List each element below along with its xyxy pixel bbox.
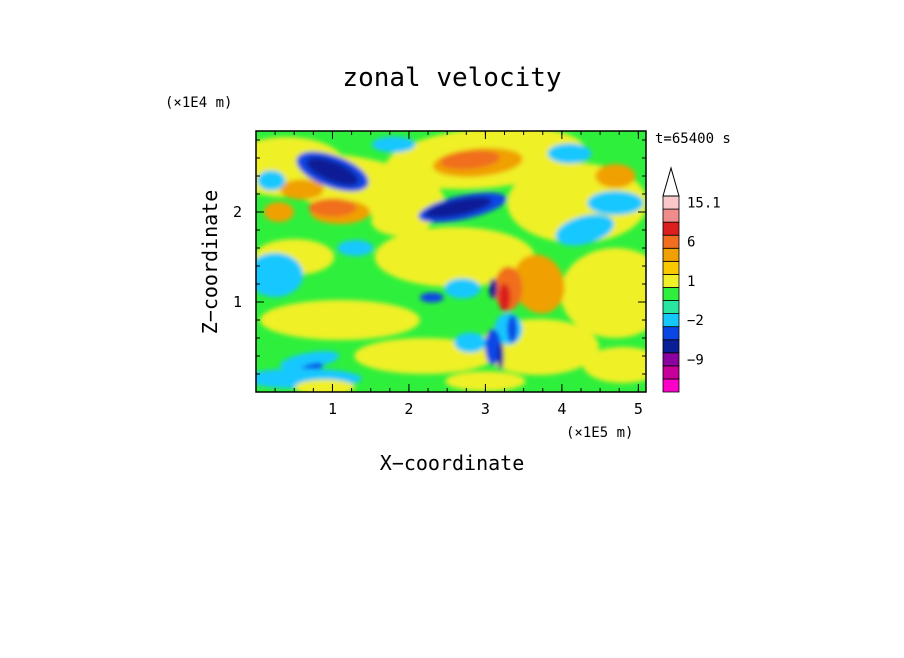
colorbar-swatch-6 — [662, 300, 680, 314]
colorbar-swatch-12 — [662, 221, 680, 236]
field-region — [279, 179, 324, 200]
x-axis: 1 2 3 4 5 — [274, 131, 643, 418]
field-region — [256, 253, 304, 297]
colorbar-swatch-14 — [662, 195, 680, 210]
colorbar-swatch-9 — [662, 260, 680, 275]
field-region — [306, 157, 359, 186]
field-region — [371, 206, 432, 236]
velocity-field — [256, 131, 646, 392]
colorbar-label-0: −9 — [687, 352, 704, 368]
field-region — [513, 254, 565, 314]
field-region — [454, 332, 487, 353]
colorbar-extend-arrow — [662, 166, 680, 197]
x-tick-label-2: 3 — [481, 400, 490, 418]
field-region — [374, 227, 535, 287]
field-region — [489, 278, 498, 299]
x-unit-label: (×1E5 m) — [566, 425, 633, 441]
field-region — [440, 150, 501, 170]
field-region — [595, 164, 636, 188]
field-region — [555, 214, 615, 246]
y-axis: 12 — [233, 139, 646, 375]
field-region — [587, 191, 644, 215]
field-region — [257, 170, 286, 191]
field-region — [419, 292, 444, 303]
field-region — [425, 196, 492, 219]
colorbar-label-1: −2 — [687, 313, 704, 329]
field-region — [337, 240, 374, 256]
field-region — [560, 248, 646, 338]
field-region — [497, 342, 504, 370]
field-region — [498, 283, 511, 312]
colorbar-label-2: 1 — [687, 274, 695, 290]
colorbar-label-3: 6 — [687, 235, 695, 251]
field-region — [263, 202, 294, 222]
x-tick-label-1: 2 — [404, 400, 413, 418]
time-label: t=65400 s — [655, 131, 731, 147]
colorbar-swatch-3 — [662, 339, 680, 354]
x-axis-label: X−coordinate — [380, 451, 525, 475]
field-region — [547, 143, 592, 164]
field-region — [279, 351, 340, 370]
colorbar-swatch-8 — [662, 273, 680, 288]
x-tick-label-3: 4 — [557, 400, 566, 418]
field-region — [308, 198, 357, 217]
x-tick-label-4: 5 — [634, 400, 643, 418]
colorbar-swatch-10 — [662, 247, 680, 262]
y-axis-label: Z−coordinate — [198, 190, 222, 335]
field-region — [485, 329, 502, 365]
colorbar-label-4: 15.1 — [687, 196, 721, 212]
field-region — [294, 379, 355, 392]
y-tick-label-0: 1 — [233, 293, 242, 311]
colorbar-swatch-5 — [662, 313, 680, 328]
field-region — [371, 136, 416, 153]
field-region — [444, 278, 481, 299]
colorbar-swatch-11 — [662, 234, 680, 249]
field-region — [445, 371, 526, 392]
colorbar-swatch-7 — [662, 287, 680, 301]
chart-title: zonal velocity — [342, 63, 561, 93]
colorbar-swatch-0 — [662, 378, 680, 393]
y-tick-label-1: 2 — [233, 203, 242, 221]
colorbar-swatch-4 — [662, 326, 680, 341]
x-tick-label-0: 1 — [328, 400, 337, 418]
colorbar-swatch-1 — [662, 365, 680, 380]
field-region — [260, 300, 421, 340]
colorbar: −9 −2 1 6 15.1 — [662, 166, 721, 393]
plot-frame — [255, 130, 647, 393]
field-region — [507, 315, 518, 343]
y-unit-label: (×1E4 m) — [165, 95, 232, 111]
colorbar-swatch-2 — [662, 352, 680, 367]
colorbar-swatch-13 — [662, 208, 680, 223]
field-region — [583, 347, 646, 383]
